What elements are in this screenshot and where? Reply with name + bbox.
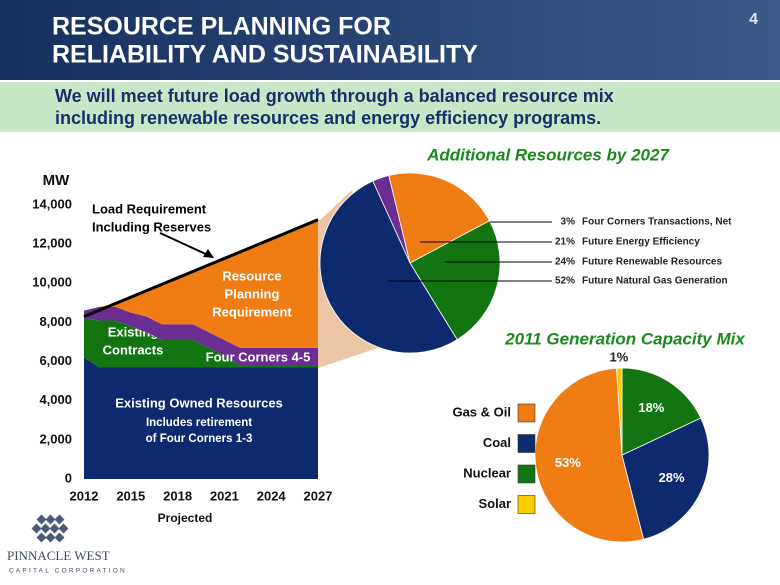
legend-label: Four Corners Transactions, Net (582, 217, 732, 228)
series-label: Four Corners 4-5 (206, 349, 311, 364)
line-series (83, 218, 319, 318)
series-note: Includes retirement (146, 417, 252, 429)
x-tick-label: 2024 (257, 488, 287, 503)
logo-diamond (58, 523, 69, 534)
logo-mark (31, 514, 69, 543)
pie-slice (616, 367, 623, 456)
area-series (84, 306, 318, 366)
logo-diamond (36, 532, 47, 543)
legend-value: 52% (555, 276, 575, 287)
arrow-head (203, 249, 214, 258)
logo-diamond (54, 532, 65, 543)
banner-band (0, 82, 780, 132)
legend-label: Future Natural Gas Generation (582, 276, 728, 287)
legend-label: Coal (483, 435, 511, 450)
legend-label: Nuclear (463, 465, 511, 480)
series-label: Planning (225, 286, 280, 301)
pie-slice (534, 367, 645, 543)
x-tick-label: 2027 (304, 488, 333, 503)
logo-name: PINNACLE WEST (7, 548, 110, 563)
logo-diamond (45, 532, 56, 543)
legend-value: 3% (561, 217, 576, 228)
x-tick-label: 2012 (70, 488, 99, 503)
logo: PINNACLE WEST CAPITAL CORPORATION (7, 514, 127, 575)
y-tick-label: 12,000 (32, 236, 72, 251)
logo-tagline: CAPITAL CORPORATION (9, 568, 127, 575)
series-label: Existing Owned Resources (115, 395, 283, 410)
logo-diamond (45, 514, 56, 525)
slice-label: 1% (610, 349, 629, 364)
logo-diamond (31, 523, 42, 534)
page-number: 4 (749, 11, 758, 28)
legend-swatch (517, 434, 536, 453)
pie-slice (621, 417, 710, 540)
logo-diamond (49, 523, 60, 534)
y-tick-label: 10,000 (32, 275, 72, 290)
pie-slice (621, 367, 702, 456)
slide-title: RELIABILITY AND SUSTAINABILITY (52, 41, 478, 69)
legend-value: 24% (555, 257, 575, 268)
banner-text: including renewable resources and energy… (55, 108, 601, 128)
legend-swatch (517, 403, 536, 423)
y-axis-title: MW (43, 172, 70, 189)
pie-slice (319, 180, 458, 354)
y-tick-label: 14,000 (32, 196, 72, 211)
series-label: Including Reserves (92, 219, 211, 234)
legend-label: Future Renewable Resources (582, 257, 722, 268)
legend-label: Future Energy Efficiency (582, 237, 700, 248)
series-note: of Four Corners 1-3 (146, 433, 253, 445)
slice-label: 18% (638, 400, 664, 415)
series-label: Load Requirement (92, 201, 207, 216)
legend-label: Gas & Oil (452, 404, 511, 419)
y-tick-label: 8,000 (39, 314, 72, 329)
banner-text: We will meet future load growth through … (55, 86, 614, 106)
chart-title: 2011 Generation Capacity Mix (504, 329, 746, 348)
y-tick-label: 2,000 (39, 431, 72, 446)
legend-swatch (517, 464, 536, 484)
x-tick-label: 2015 (116, 488, 145, 503)
logo-diamond (36, 514, 47, 525)
y-tick-label: 0 (65, 470, 72, 485)
legend-label: Solar (478, 496, 511, 511)
x-axis-title: Projected (158, 511, 213, 525)
chart-title: Additional Resources by 2027 (426, 145, 670, 164)
series-label: Requirement (212, 304, 292, 319)
x-tick-label: 2018 (163, 488, 192, 503)
x-tick-label: 2021 (210, 488, 239, 503)
slice-label: 28% (659, 470, 685, 485)
area-series (84, 318, 318, 368)
legend-swatch (517, 495, 536, 514)
series-label: Contracts (103, 342, 164, 357)
series-label: Resource (222, 268, 281, 283)
y-tick-label: 6,000 (39, 353, 72, 368)
pie-slice (388, 172, 491, 264)
slide-title: RESOURCE PLANNING FOR (52, 13, 391, 41)
logo-diamond (40, 523, 51, 534)
area-series (84, 219, 318, 348)
annotation-arrow (159, 232, 211, 257)
legend-value: 21% (555, 237, 575, 248)
header-band (0, 0, 780, 80)
area-series (84, 357, 318, 479)
y-tick-label: 4,000 (39, 392, 72, 407)
pie-slice (409, 220, 501, 341)
logo-diamond (54, 514, 65, 525)
slice-label: 53% (555, 455, 581, 470)
